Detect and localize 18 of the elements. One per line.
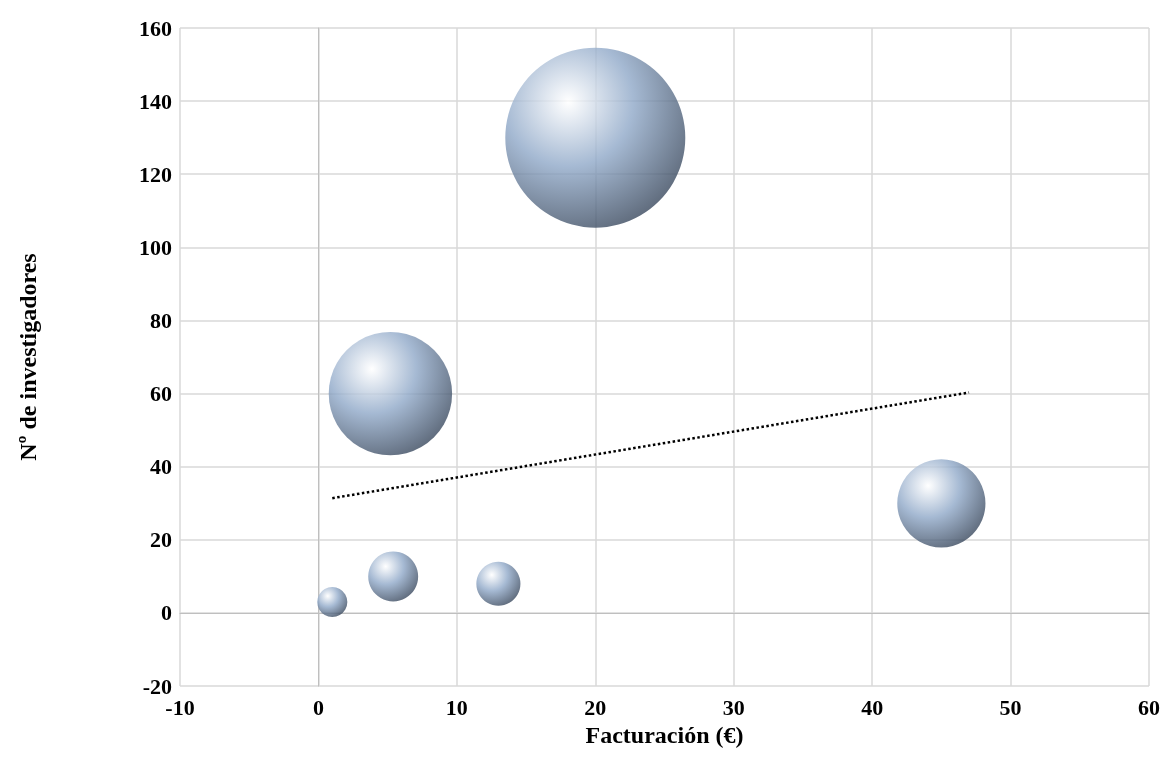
y-tick-label: 40 [150,454,172,480]
x-tick-label: 10 [445,694,468,720]
y-tick-label: 60 [150,381,172,407]
y-tick-label: 100 [139,234,172,260]
x-tick-label: 30 [722,694,745,720]
x-tick-label: 60 [1138,694,1160,720]
y-tick-label: 0 [161,600,172,626]
y-tick-label: 80 [150,307,172,333]
y-tick-label: 140 [139,88,172,114]
y-tick-label: 20 [150,527,172,553]
y-axis-title: Nº de investigadores [15,253,41,461]
y-tick-label: 120 [139,161,172,187]
x-tick-label: 50 [999,694,1022,720]
x-tick-label: 0 [312,694,324,720]
x-axis-title: Facturación (€) [585,722,744,748]
y-tick-label: 160 [139,15,172,41]
x-tick-label: 20 [584,694,607,720]
x-tick-label: 40 [861,694,884,720]
